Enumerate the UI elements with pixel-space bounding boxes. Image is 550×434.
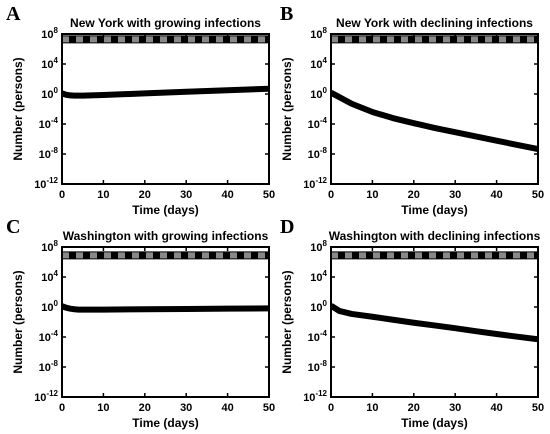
y-tick-label: 10-12 bbox=[34, 389, 58, 404]
y-tick-label: 104 bbox=[41, 269, 58, 284]
y-tick-label: 10-12 bbox=[303, 176, 327, 191]
y-tick-label: 108 bbox=[310, 26, 327, 41]
y-axis-label: Number (persons) bbox=[280, 57, 294, 160]
y-tick-label: 108 bbox=[41, 239, 58, 254]
series-group bbox=[62, 35, 269, 99]
x-tick-label: 0 bbox=[328, 189, 334, 201]
x-axis-label: Time (days) bbox=[401, 416, 467, 430]
y-tick-label: 108 bbox=[41, 26, 58, 41]
chart-title: Washington with growing infections bbox=[63, 229, 269, 243]
y-tick-label: 100 bbox=[310, 299, 327, 314]
y-tick-label: 104 bbox=[310, 269, 327, 284]
y-tick-label: 100 bbox=[41, 299, 58, 314]
y-tick-label: 10-8 bbox=[308, 359, 328, 374]
axes-box bbox=[61, 33, 270, 185]
series-line-3 bbox=[331, 90, 538, 153]
series-line-3 bbox=[331, 303, 538, 343]
x-tick-label: 10 bbox=[366, 402, 378, 414]
panel-letter: C bbox=[6, 216, 20, 238]
y-tick-label: 10-8 bbox=[39, 146, 59, 161]
x-tick-label: 50 bbox=[263, 402, 275, 414]
chart-title: Washington with declining infections bbox=[329, 229, 541, 243]
x-tick-label: 50 bbox=[263, 189, 275, 201]
x-tick-label: 20 bbox=[408, 189, 420, 201]
x-tick-label: 40 bbox=[221, 189, 233, 201]
series-line-3 bbox=[62, 85, 269, 99]
axes-box bbox=[330, 246, 539, 398]
x-tick-label: 10 bbox=[97, 189, 109, 201]
x-tick-label: 40 bbox=[490, 402, 502, 414]
x-tick-label: 0 bbox=[59, 189, 65, 201]
x-tick-label: 30 bbox=[180, 402, 192, 414]
panel-letter: A bbox=[6, 3, 21, 25]
y-tick-label: 100 bbox=[41, 86, 58, 101]
y-tick-label: 104 bbox=[41, 56, 58, 71]
panel-letter: B bbox=[280, 3, 293, 25]
x-axis-label: Time (days) bbox=[401, 203, 467, 217]
y-tick-label: 10-8 bbox=[39, 359, 59, 374]
y-axis-label: Number (persons) bbox=[280, 270, 294, 373]
chart-panel-b: B New York with declining infections 0 10 20… bbox=[280, 3, 544, 217]
x-tick-label: 0 bbox=[59, 402, 65, 414]
series-group bbox=[331, 35, 538, 153]
x-tick-label: 20 bbox=[139, 402, 151, 414]
y-tick-label: 108 bbox=[310, 239, 327, 254]
x-axis-label: Time (days) bbox=[132, 203, 198, 217]
series-group bbox=[331, 251, 538, 343]
chart-panel-a: A New York with growing infections 0 10 20 30… bbox=[6, 3, 275, 217]
chart-panel-c: C Washington with growing infections 0 10 20… bbox=[6, 216, 275, 430]
y-tick-label: 10-4 bbox=[308, 116, 328, 131]
y-tick-label: 100 bbox=[310, 86, 327, 101]
x-tick-label: 10 bbox=[97, 402, 109, 414]
y-tick-label: 10-4 bbox=[308, 329, 328, 344]
x-tick-label: 30 bbox=[180, 189, 192, 201]
y-tick-label: 10-4 bbox=[39, 329, 59, 344]
x-tick-label: 0 bbox=[328, 402, 334, 414]
y-tick-label: 10-8 bbox=[308, 146, 328, 161]
x-tick-label: 30 bbox=[449, 402, 461, 414]
axes-box bbox=[330, 33, 539, 185]
chart-title: New York with growing infections bbox=[70, 16, 261, 30]
y-tick-label: 10-12 bbox=[303, 389, 327, 404]
axes-box bbox=[61, 246, 270, 398]
y-axis-label: Number (persons) bbox=[11, 57, 25, 160]
x-tick-label: 30 bbox=[449, 189, 461, 201]
series-line-3 bbox=[62, 303, 269, 313]
chart-title: New York with declining infections bbox=[336, 16, 533, 30]
y-tick-label: 10-12 bbox=[34, 176, 58, 191]
y-axis-label: Number (persons) bbox=[11, 270, 25, 373]
x-tick-label: 10 bbox=[366, 189, 378, 201]
x-axis-label: Time (days) bbox=[132, 416, 198, 430]
x-tick-label: 50 bbox=[532, 402, 544, 414]
x-tick-label: 20 bbox=[139, 189, 151, 201]
y-tick-label: 10-4 bbox=[39, 116, 59, 131]
x-tick-label: 40 bbox=[490, 189, 502, 201]
y-tick-label: 104 bbox=[310, 56, 327, 71]
x-tick-label: 20 bbox=[408, 402, 420, 414]
x-tick-label: 50 bbox=[532, 189, 544, 201]
x-tick-label: 40 bbox=[221, 402, 233, 414]
series-group bbox=[62, 251, 269, 313]
panel-letter: D bbox=[280, 216, 294, 238]
